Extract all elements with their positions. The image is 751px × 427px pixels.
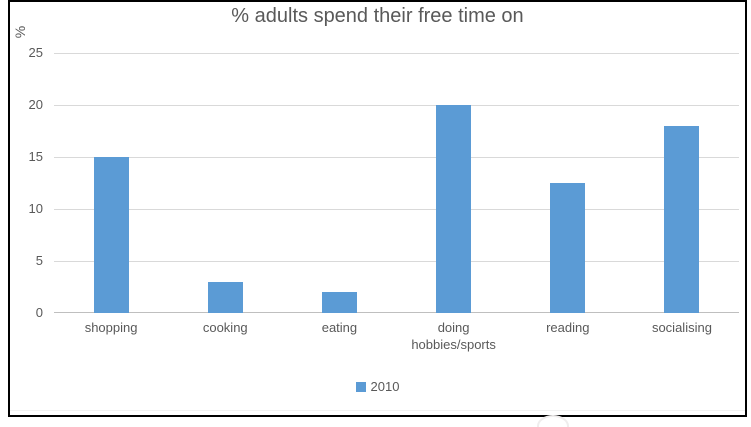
bar-shopping [93, 157, 129, 313]
y-tick-label-15: 15 [28, 149, 43, 164]
gridline-10 [54, 209, 739, 210]
bar-slot-5 [625, 53, 739, 313]
gridline-20 [54, 105, 739, 106]
category-label-1: cooking [202, 320, 248, 335]
chart-title: % adults spend their free time on [231, 5, 524, 27]
y-tick-label-5: 5 [35, 253, 43, 268]
bar-slot-3 [397, 53, 511, 313]
category-label-5: socialising [651, 320, 712, 335]
x-axis-line [54, 312, 739, 313]
bar-doing-hobbies-sports [436, 105, 472, 313]
gridline-25 [54, 53, 739, 54]
bar-series [54, 53, 739, 313]
bar-slot-0 [54, 53, 168, 313]
plot-area [54, 53, 739, 313]
bar-slot-2 [282, 53, 396, 313]
bar-socialising [664, 125, 700, 313]
gridline-15 [54, 157, 739, 158]
legend-label: 2010 [370, 379, 400, 394]
gridline-5 [54, 261, 739, 262]
category-label-3: doing hobbies/sports [411, 320, 496, 352]
bar-reading [550, 183, 586, 313]
faint-divider-line [10, 410, 745, 411]
y-tick-label-20: 20 [28, 97, 43, 112]
bar-slot-4 [511, 53, 625, 313]
legend-swatch [355, 381, 366, 392]
bar-cooking [207, 281, 243, 313]
x-axis-category-labels: shopping cooking eating doing hobbies/sport… [54, 320, 739, 354]
y-tick-label-25: 25 [28, 45, 43, 60]
category-label-4: reading [546, 320, 590, 335]
y-tick-label-0: 0 [35, 305, 43, 320]
y-tick-label-10: 10 [28, 201, 43, 216]
chart-frame: % adults spend their free time on % 0 5 10… [8, 0, 747, 417]
category-label-2: eating [321, 320, 358, 335]
y-axis-title: % [12, 25, 29, 39]
bar-slot-1 [168, 53, 282, 313]
bar-eating [321, 292, 357, 313]
legend: 2010 [10, 379, 745, 394]
category-label-0: shopping [84, 320, 138, 335]
